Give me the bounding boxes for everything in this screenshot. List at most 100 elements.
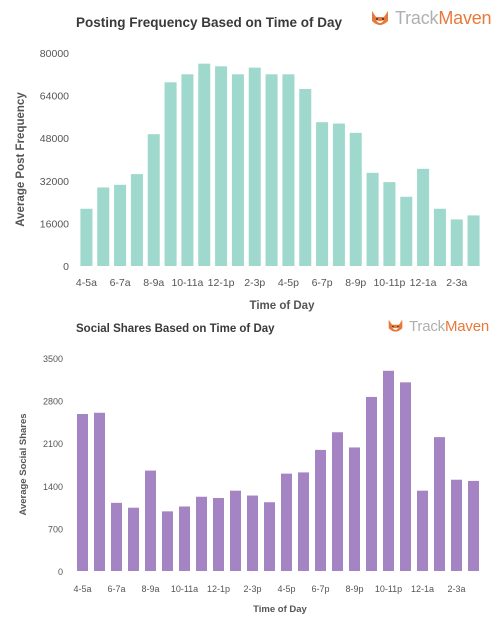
posting-frequency-panel: Posting Frequency Based on Time of Day T…: [15, 8, 492, 312]
x-tick-label: 2-3p: [243, 584, 261, 594]
social-shares-chart: 0 700 1400 2100 2800 3500 4-5a 6-7a 8-9a 10-11a 12…: [18, 354, 479, 615]
y-axis-title: Average Social Shares: [18, 413, 29, 515]
x-tick-label: 6-7p: [312, 277, 333, 289]
bar-5-6p: [299, 88, 312, 266]
bar-4-5a: [80, 208, 93, 266]
posting-frequency-chart: 0 16000 32000 48000 64000 80000 4-5a 6-7a 8-9a 10…: [15, 48, 480, 312]
x-tick-label: 10-11p: [375, 584, 402, 594]
x-tick-label: 4-5p: [277, 584, 295, 594]
y-tick-label: 48000: [40, 133, 69, 145]
bar-5-6p: [298, 472, 309, 571]
x-tick-label: 12-1a: [411, 584, 434, 594]
y-tick-label: 0: [58, 567, 63, 577]
y-axis-title: Average Post Frequency: [15, 92, 27, 227]
chart-title: Posting Frequency Based on Time of Day: [76, 15, 343, 30]
bar-11-12a: [400, 196, 413, 266]
bar-3-4a: [468, 480, 479, 571]
bar-2-3p: [248, 67, 261, 266]
bar-3-4p: [265, 74, 278, 266]
y-tick-label: 700: [48, 524, 63, 534]
bar-6-7p: [316, 122, 329, 266]
y-tick-label: 32000: [40, 176, 69, 188]
y-tick-label: 80000: [40, 48, 69, 60]
x-tick-label: 4-5a: [76, 277, 97, 289]
bar-7-8p: [332, 432, 343, 571]
x-axis-title: Time of Day: [250, 300, 316, 312]
x-tick-label: 8-9p: [345, 584, 363, 594]
x-tick-label: 6-7a: [107, 584, 125, 594]
bar-11-12p: [198, 63, 211, 267]
bar-9-10a: [162, 511, 173, 571]
bar-5-6a: [94, 412, 105, 571]
x-tick-label: 4-5p: [278, 277, 299, 289]
x-tick-label: 8-9p: [345, 277, 366, 289]
bar-8-9a: [145, 470, 156, 571]
bar-10-11a: [179, 506, 190, 571]
x-tick-label: 6-7p: [311, 584, 329, 594]
bar-11-12p: [196, 496, 207, 571]
bar-9-10a: [164, 82, 177, 266]
bar-3-4p: [264, 502, 275, 571]
brand-maven-text: Maven: [438, 8, 492, 28]
bar-2-3a: [451, 479, 462, 571]
bar-11-12a: [400, 382, 411, 571]
bar-2-3p: [247, 495, 258, 571]
bar-9-10p: [366, 396, 377, 571]
x-tick-label: 12-1p: [207, 584, 230, 594]
bar-1-2p: [231, 74, 244, 266]
y-tick-label: 3500: [43, 354, 63, 364]
bar-1-2p: [230, 490, 241, 571]
bar-9-10p: [366, 172, 379, 266]
x-tick-label: 4-5a: [73, 584, 91, 594]
bar-10-11p: [383, 182, 396, 266]
x-tick-label: 8-9a: [141, 584, 159, 594]
x-tick-label: 2-3a: [447, 584, 465, 594]
bar-4-5p: [282, 74, 295, 266]
brand-maven-text: Maven: [444, 318, 489, 335]
x-tick-label: 2-3a: [446, 277, 467, 289]
bar-8-9p: [349, 447, 360, 571]
bar-6-7a: [114, 184, 127, 266]
x-tick-label: 10-11a: [171, 584, 198, 594]
bar-7-8a: [130, 174, 143, 266]
bar-6-7p: [315, 449, 326, 571]
bar-4-5p: [281, 473, 292, 571]
y-tick-label: 16000: [40, 218, 69, 230]
bar-6-7a: [111, 502, 122, 571]
x-tick-label: 2-3p: [244, 277, 265, 289]
y-tick-label: 2100: [43, 439, 63, 449]
chart-title: Social Shares Based on Time of Day: [76, 323, 275, 335]
bar-7-8a: [128, 507, 139, 571]
bar-10-11p: [383, 370, 394, 571]
bar-10-11a: [181, 74, 194, 266]
x-tick-label: 8-9a: [143, 277, 164, 289]
bar-12-1a: [417, 168, 430, 266]
bar-12-1a: [417, 490, 428, 571]
trackmaven-logo: TrackMaven: [369, 8, 492, 29]
x-tick-label: 12-1a: [410, 277, 437, 289]
corgi-fox-icon: [388, 319, 403, 332]
trackmaven-logo: TrackMaven: [386, 318, 489, 335]
x-tick-label: 6-7a: [110, 277, 131, 289]
y-tick-label: 1400: [43, 482, 63, 492]
y-tick-label: 64000: [40, 91, 69, 103]
bar-1-2a: [433, 208, 446, 266]
social-shares-panel: Social Shares Based on Time of Day Track…: [0, 312, 494, 623]
bar-12-1p: [215, 66, 228, 266]
y-tick-label: 2800: [43, 397, 63, 407]
bar-7-8p: [332, 123, 345, 267]
bar-4-5a: [77, 413, 88, 571]
corgi-fox-icon: [372, 10, 388, 25]
bar-8-9a: [147, 134, 160, 266]
x-axis-title: Time of Day: [253, 604, 307, 615]
bar-2-3a: [450, 219, 463, 266]
x-tick-label: 10-11a: [171, 277, 203, 289]
x-tick-label: 12-1p: [208, 277, 235, 289]
brand-track-text: Track: [395, 8, 439, 28]
bar-3-4a: [467, 215, 480, 266]
x-tick-label: 10-11p: [373, 277, 405, 289]
bar-5-6a: [97, 187, 110, 266]
bar-1-2a: [434, 437, 445, 571]
bar-8-9p: [349, 132, 362, 266]
bar-12-1p: [213, 497, 224, 571]
